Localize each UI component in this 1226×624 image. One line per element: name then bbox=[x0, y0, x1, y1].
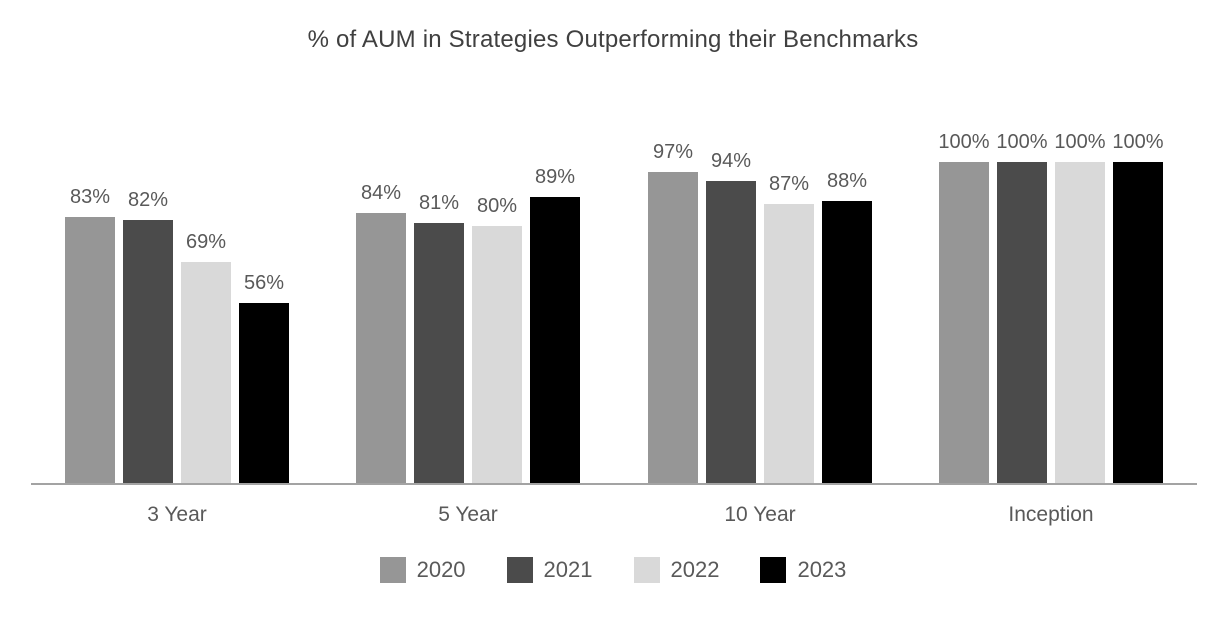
legend-label-2021: 2021 bbox=[543, 557, 593, 582]
bar-value-label-inception-2023: 100% bbox=[1112, 131, 1164, 153]
bar-value-label-3-year-2021: 82% bbox=[127, 189, 169, 211]
x-axis-line bbox=[31, 483, 1197, 485]
bar-5-year-2021 bbox=[414, 223, 464, 483]
bar-10-year-2023 bbox=[822, 201, 872, 483]
bar-value-label-5-year-2021: 81% bbox=[418, 192, 460, 214]
bar-3-year-2021 bbox=[123, 220, 173, 483]
bar-10-year-2022 bbox=[764, 204, 814, 483]
bar-inception-2022 bbox=[1055, 162, 1105, 483]
bar-5-year-2020 bbox=[356, 213, 406, 483]
bar-10-year-2020 bbox=[648, 172, 698, 483]
bar-value-label-inception-2020: 100% bbox=[938, 131, 990, 153]
x-axis-label-10-year: 10 Year bbox=[724, 503, 796, 526]
legend-item-2023: 2023 bbox=[760, 557, 846, 583]
legend-label-2020: 2020 bbox=[416, 557, 466, 582]
bar-value-label-10-year-2020: 97% bbox=[652, 141, 694, 163]
bar-value-label-5-year-2020: 84% bbox=[360, 182, 402, 204]
x-axis-label-inception: Inception bbox=[1008, 503, 1094, 526]
x-axis-label-3-year: 3 Year bbox=[147, 503, 207, 526]
bar-inception-2020 bbox=[939, 162, 989, 483]
legend-swatch-2022 bbox=[633, 557, 660, 583]
legend-label-2022: 2022 bbox=[670, 557, 720, 582]
bar-value-label-5-year-2023: 89% bbox=[534, 166, 576, 188]
bar-value-label-10-year-2021: 94% bbox=[710, 150, 752, 172]
bar-inception-2021 bbox=[997, 162, 1047, 483]
legend-swatch-2023 bbox=[760, 557, 787, 583]
legend: 2020 2021 2022 2023 bbox=[0, 557, 1226, 583]
bar-5-year-2022 bbox=[472, 226, 522, 483]
legend-swatch-2021 bbox=[506, 557, 533, 583]
bar-3-year-2022 bbox=[181, 262, 231, 483]
bar-3-year-2020 bbox=[65, 217, 115, 483]
bar-value-label-3-year-2022: 69% bbox=[185, 231, 227, 253]
bar-5-year-2023 bbox=[530, 197, 580, 483]
legend-item-2020: 2020 bbox=[379, 557, 466, 583]
legend-item-2021: 2021 bbox=[506, 557, 593, 583]
bar-inception-2023 bbox=[1113, 162, 1163, 483]
bar-value-label-10-year-2023: 88% bbox=[826, 170, 868, 192]
bar-value-label-inception-2021: 100% bbox=[996, 131, 1048, 153]
bar-value-label-10-year-2022: 87% bbox=[768, 173, 810, 195]
bar-value-label-5-year-2022: 80% bbox=[476, 195, 518, 217]
legend-item-2022: 2022 bbox=[633, 557, 720, 583]
chart-title: % of AUM in Strategies Outperforming the… bbox=[307, 26, 919, 53]
bar-value-label-3-year-2020: 83% bbox=[69, 186, 111, 208]
x-axis-label-5-year: 5 Year bbox=[438, 503, 498, 526]
plot-area: 83% 82% 69% 56% 84% 81% 80% 89% 97% 94% 87% 88% 100%… bbox=[31, 131, 1197, 485]
legend-swatch-2020 bbox=[379, 557, 406, 583]
bar-value-label-3-year-2023: 56% bbox=[243, 272, 285, 294]
legend-label-2023: 2023 bbox=[797, 557, 847, 582]
bar-value-label-inception-2022: 100% bbox=[1054, 131, 1106, 153]
bar-3-year-2023 bbox=[239, 303, 289, 483]
bar-10-year-2021 bbox=[706, 181, 756, 483]
